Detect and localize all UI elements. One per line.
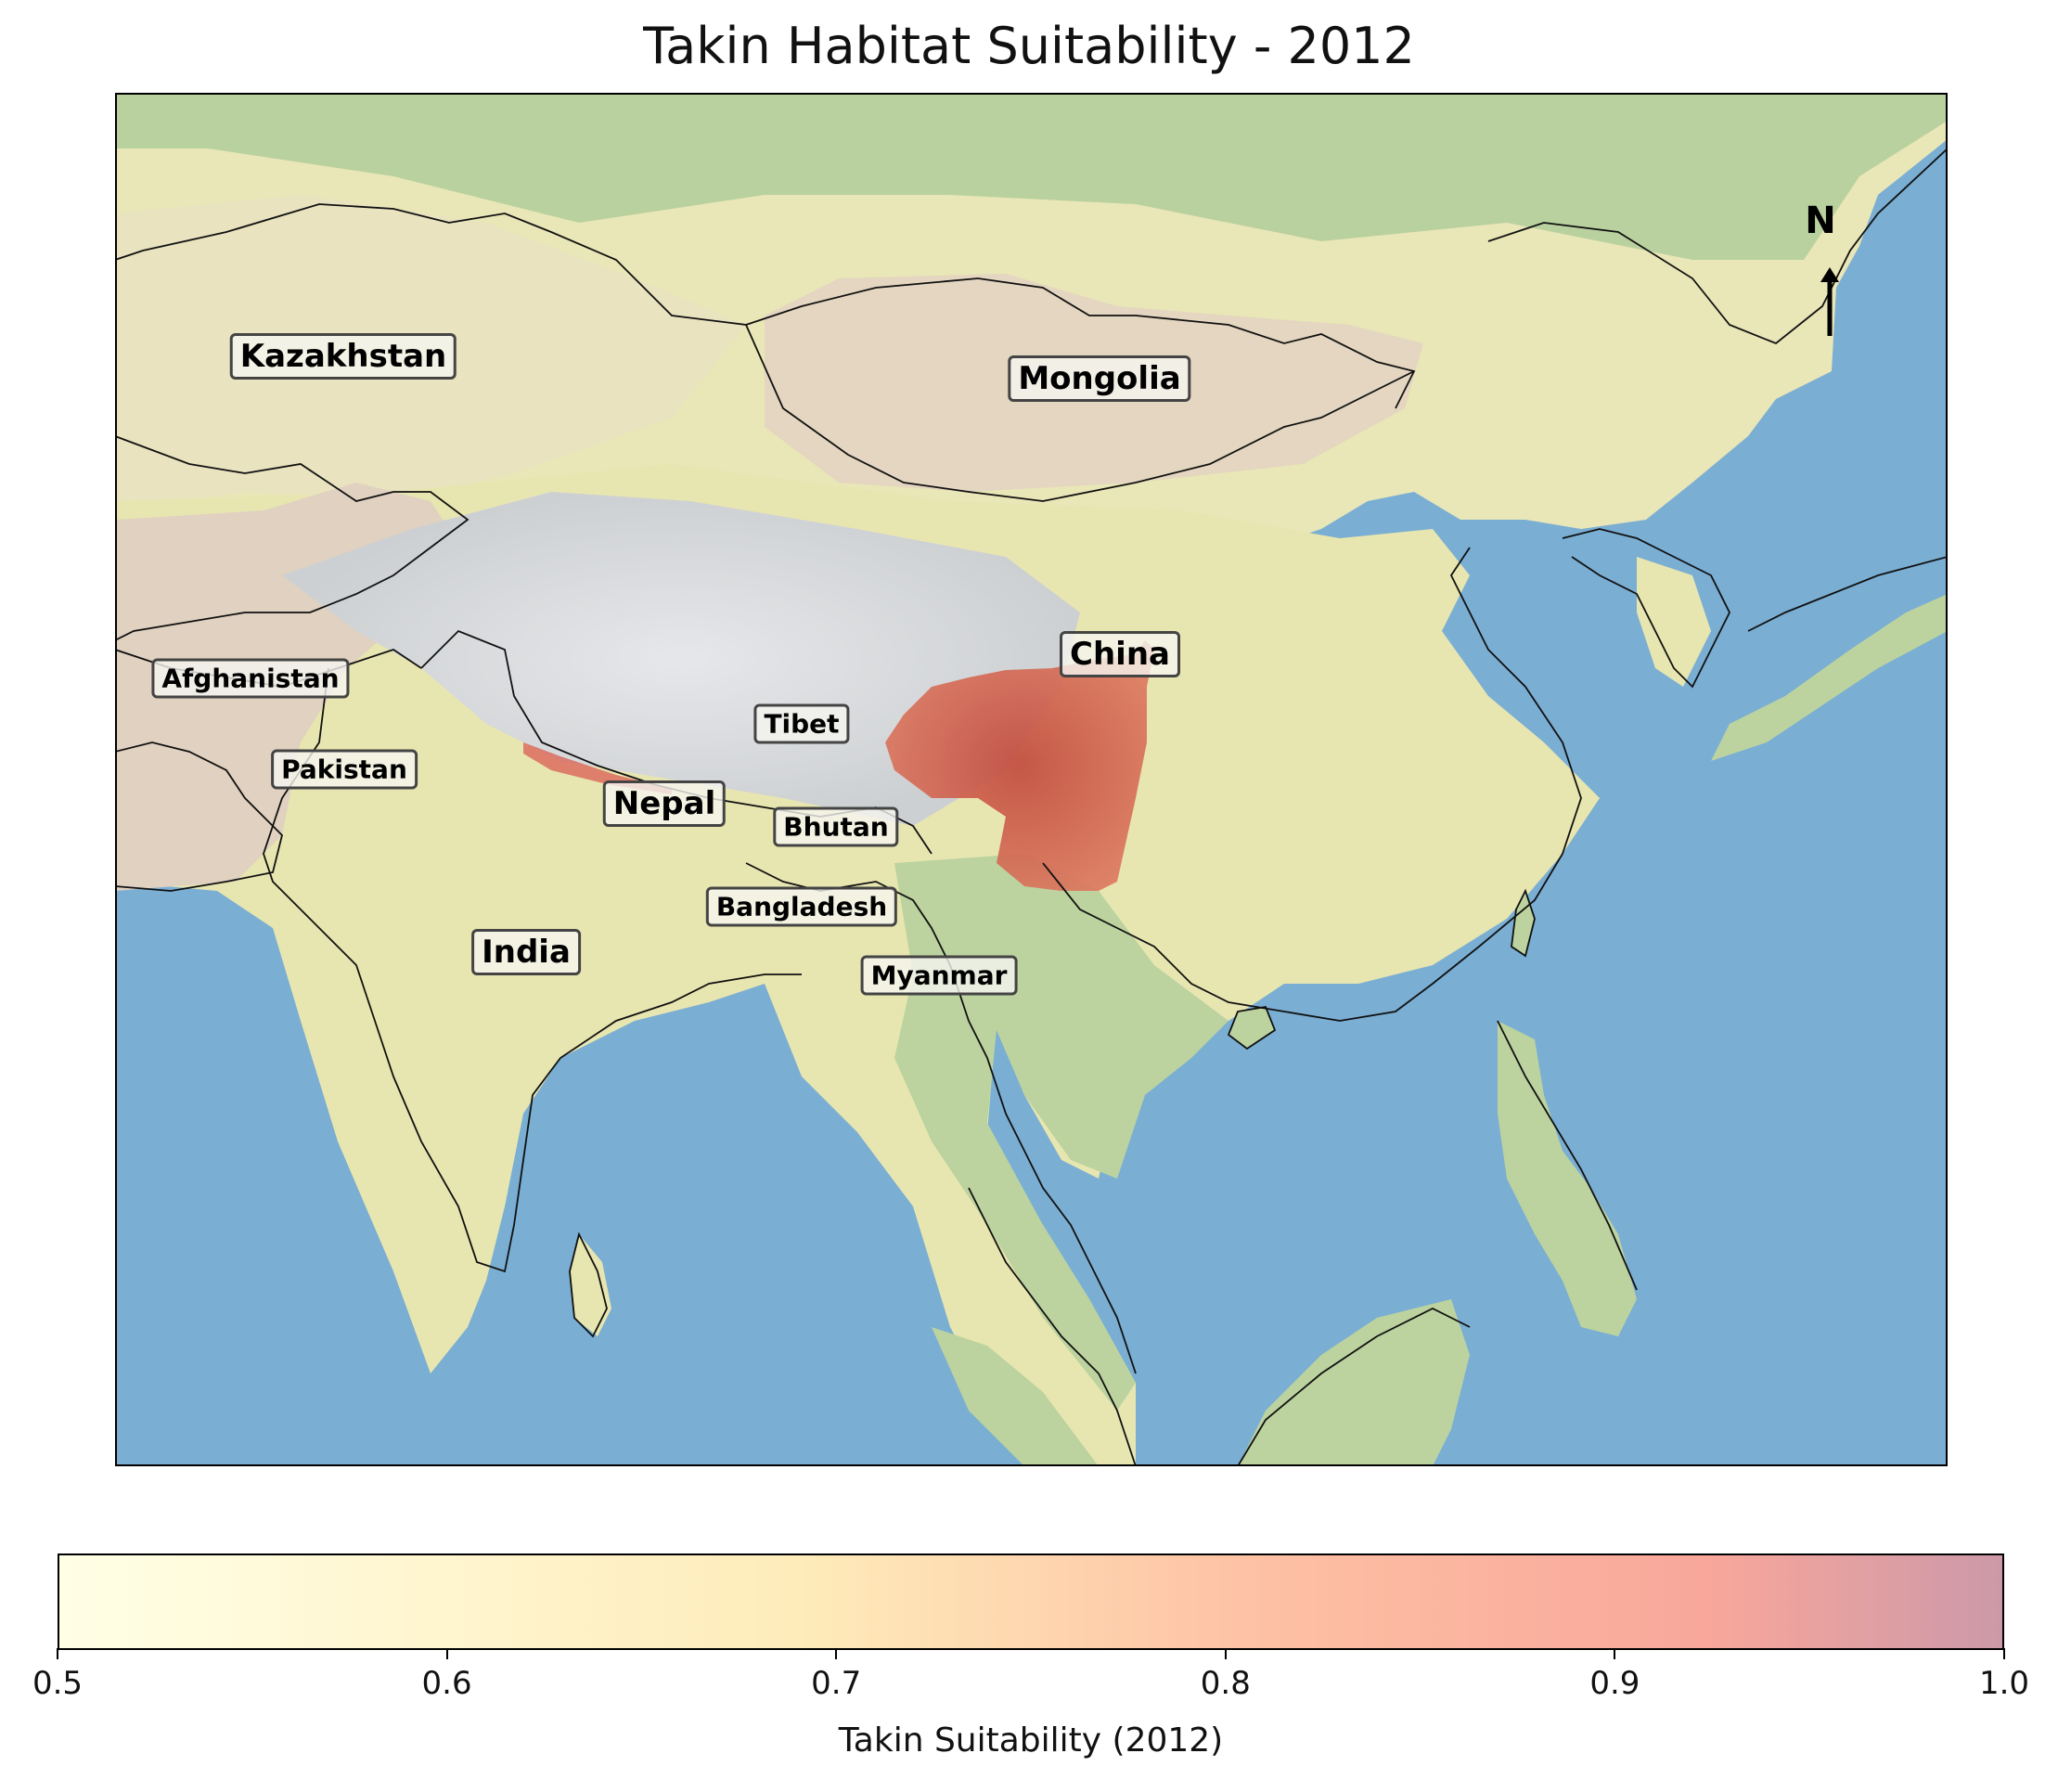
land-borneo [1238,1299,1470,1466]
label-india: India [471,929,581,975]
label-afghanistan: Afghanistan [151,658,350,699]
label-bangladesh: Bangladesh [705,886,898,927]
land-srilanka [570,1234,611,1336]
land-hainan [1228,1007,1275,1049]
map-panel[interactable]: Kazakhstan Mongolia China Afghanistan Ti… [115,93,1948,1466]
colorbar-tick [835,1648,838,1659]
colorbar-tick [2003,1648,2005,1659]
colorbar-tick [1614,1648,1616,1659]
colorbar-tick-label: 0.7 [811,1665,862,1702]
map-canvas [115,93,1948,1466]
colorbar-tick [1224,1648,1227,1659]
colorbar-tick-label: 0.8 [1200,1665,1251,1702]
label-myanmar: Myanmar [860,955,1018,996]
suitability-region [885,640,1154,891]
label-pakistan: Pakistan [271,749,418,790]
colorbar-tick [445,1648,448,1659]
map-title: Takin Habitat Suitability - 2012 [643,17,1415,75]
label-tibet: Tibet [753,703,850,744]
north-arrow-icon [1820,267,1839,336]
north-arrow-label: N [1805,200,1836,242]
colorbar-ticks: 0.5 0.6 0.7 0.8 0.9 1.0 [32,1648,2029,1704]
land-sumatra [932,1327,1099,1466]
land-japan [1711,594,1948,761]
land-korea [1637,557,1711,687]
land-north-green [115,93,1948,260]
colorbar-tick-label: 0.5 [32,1665,84,1702]
tibetan-plateau [282,492,1080,826]
label-nepal: Nepal [602,780,727,827]
colorbar-label: Takin Suitability (2012) [838,1721,1224,1760]
colorbar-tick-label: 0.9 [1589,1665,1640,1702]
colorbar-tick-label: 0.6 [421,1665,472,1702]
colorbar-tick-label: 1.0 [1978,1665,2030,1702]
label-china: China [1060,631,1180,677]
label-mongolia: Mongolia [1008,355,1191,402]
land-philippines [1498,1021,1637,1336]
label-kazakhstan: Kazakhstan [229,333,457,380]
label-bhutan: Bhutan [773,806,899,847]
colorbar [58,1553,2004,1650]
colorbar-tick [57,1648,58,1659]
